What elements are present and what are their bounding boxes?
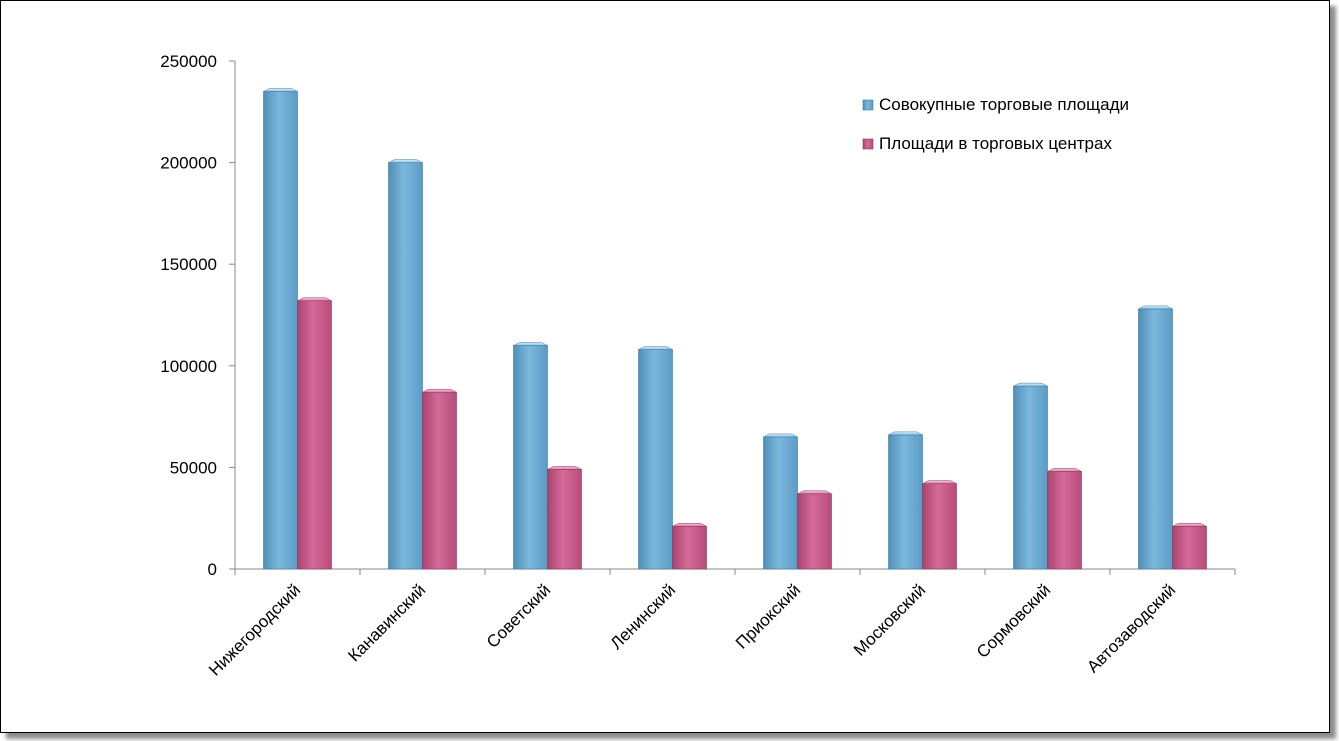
bar-top (1013, 382, 1048, 387)
bar-chart: 0 50000 100000 150000 200000 250000 Нижегородс… (160, 52, 1236, 680)
y-tick-label: 150000 (160, 255, 217, 274)
bar-total-area (763, 433, 798, 570)
x-tick-label: Автозаводский (1083, 580, 1179, 676)
x-tick-label: Ленинский (607, 580, 680, 653)
bar-top (422, 388, 457, 393)
x-tick-label: Канавинский (344, 580, 429, 665)
bars-group (263, 88, 1207, 570)
bar-body (1172, 526, 1207, 570)
bar-mall-area (922, 480, 957, 570)
bar-body (797, 493, 832, 570)
bar-body (763, 436, 798, 570)
legend-label: Совокупные торговые площади (879, 95, 1129, 114)
bar-top (888, 431, 923, 436)
bar-body (922, 483, 957, 570)
bar-top (763, 433, 798, 438)
y-tick-label: 100000 (160, 357, 217, 376)
bar-mall-area (672, 523, 707, 570)
y-tick-label: 50000 (170, 458, 217, 477)
bar-top (797, 490, 832, 495)
x-tick-label: Нижегородский (205, 580, 304, 679)
bar-total-area (513, 342, 548, 570)
bar-body (422, 391, 457, 570)
bar-body (513, 345, 548, 570)
bar-body (1138, 308, 1173, 570)
bar-top (263, 88, 298, 92)
legend: Совокупные торговые площади Площади в тор… (862, 95, 1129, 153)
bar-top (513, 342, 548, 346)
bar-top (547, 466, 582, 470)
bar-body (638, 349, 673, 570)
bar-body (263, 91, 298, 570)
bar-body (888, 434, 923, 570)
bar-top (297, 297, 332, 302)
bar-top (638, 346, 673, 350)
bar-top (922, 480, 957, 484)
bar-top (1172, 523, 1207, 527)
x-tick-label: Московский (850, 580, 929, 659)
bar-mall-area (547, 466, 582, 570)
bar-total-area (888, 431, 923, 570)
bar-body (1013, 385, 1048, 570)
legend-swatch (862, 99, 874, 111)
bar-body (297, 300, 332, 570)
bar-top (388, 159, 423, 163)
bar-total-area (388, 159, 423, 570)
legend-swatch (862, 138, 874, 150)
bar-mall-area (1172, 523, 1207, 570)
bar-mall-area (797, 490, 832, 570)
bar-body (388, 162, 423, 570)
bar-body (547, 469, 582, 570)
bar-mall-area (297, 297, 332, 570)
bar-body (672, 526, 707, 570)
bar-body (1047, 471, 1082, 570)
bar-top (672, 523, 707, 527)
y-tick-label: 0 (208, 560, 217, 579)
x-tick-label: Советский (483, 580, 554, 651)
bar-mall-area (422, 388, 457, 570)
bar-total-area (263, 88, 298, 570)
x-tick-label: Приокский (732, 580, 804, 652)
bar-mall-area (1047, 468, 1082, 570)
x-tick-label: Сормовский (973, 580, 1054, 661)
bar-top (1138, 305, 1173, 310)
legend-label: Площади в торговых центрах (879, 134, 1112, 153)
bar-total-area (638, 346, 673, 570)
y-tick-label: 200000 (160, 154, 217, 173)
bar-total-area (1013, 382, 1048, 570)
bar-top (1047, 468, 1082, 472)
y-tick-label: 250000 (160, 52, 217, 71)
bar-total-area (1138, 305, 1173, 570)
